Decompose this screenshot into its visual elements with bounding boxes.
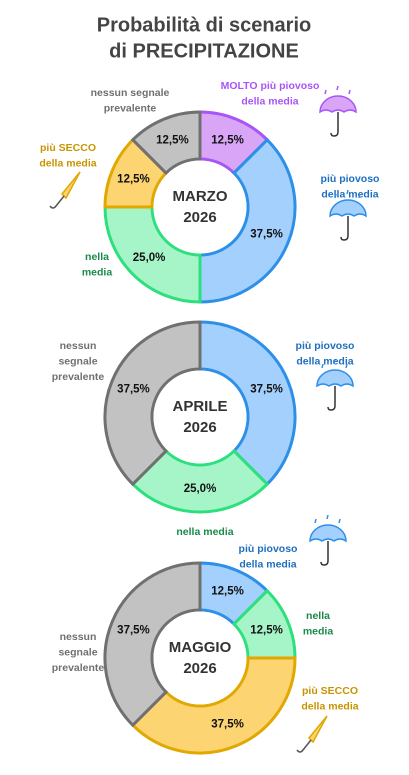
category-label: prevalente — [52, 371, 105, 383]
center-label: 2026 — [183, 209, 216, 226]
rain-drop — [338, 518, 341, 524]
umbrella-icon — [49, 195, 65, 209]
category-label: prevalente — [52, 662, 105, 674]
donut-slice — [130, 656, 297, 755]
umbrella-icon — [340, 216, 349, 241]
rain-drop — [346, 189, 349, 195]
umbrella-icon — [320, 541, 329, 566]
category-label: prevalente — [104, 102, 157, 114]
rain-drop — [333, 359, 336, 365]
value-label: 25,0% — [184, 483, 217, 495]
category-label: nessun — [60, 631, 97, 643]
rain-drop — [336, 85, 339, 91]
umbrella-icon — [319, 95, 357, 114]
center-label: MARZO — [173, 188, 228, 205]
rain-drop — [324, 89, 327, 95]
category-label: nella — [85, 251, 109, 263]
umbrella-icon — [327, 386, 336, 411]
value-label: 12,5% — [211, 135, 244, 147]
value-label: 37,5% — [250, 383, 283, 395]
center-label: 2026 — [183, 419, 216, 436]
category-label: della media — [301, 700, 358, 712]
donut-slice — [130, 110, 202, 176]
rain-drop — [326, 514, 329, 520]
annotation: nella media — [176, 526, 233, 538]
rain-drop — [314, 518, 317, 524]
category-label: più piovoso — [296, 340, 355, 352]
donut-slice — [103, 205, 202, 304]
value-label: 12,5% — [117, 173, 150, 185]
category-label: più SECCO — [40, 142, 96, 154]
value-label: 37,5% — [211, 719, 244, 731]
center-label: APRILE — [172, 398, 227, 415]
category-label: della media — [239, 558, 296, 570]
category-label: segnale — [58, 646, 97, 658]
category-label: più piovoso — [321, 173, 380, 185]
value-label: 25,0% — [133, 252, 166, 264]
rain-drop — [334, 193, 337, 199]
value-label: 12,5% — [250, 624, 283, 636]
donut-slice — [103, 561, 202, 728]
title-line: Probabilità di scenario — [97, 14, 312, 36]
rain-drop — [348, 89, 351, 95]
category-label: nessun segnale — [91, 87, 170, 99]
category-label: nella — [306, 610, 330, 622]
umbrella-icon — [329, 199, 367, 218]
umbrella-icon — [307, 715, 328, 744]
donut-hole — [153, 160, 247, 254]
category-label: della media — [39, 157, 96, 169]
umbrella-icon — [316, 369, 354, 388]
umbrella-icon — [60, 171, 81, 200]
category-label: media — [82, 266, 113, 278]
category-label: nessun — [60, 340, 97, 352]
category-label: della media — [321, 188, 378, 200]
donut-hole — [153, 611, 247, 705]
umbrella-icon — [309, 524, 347, 543]
value-label: 37,5% — [250, 229, 283, 241]
value-label: 12,5% — [156, 135, 189, 147]
rain-drop — [358, 193, 361, 199]
donut-slice — [103, 320, 202, 487]
donut-slice — [130, 448, 270, 514]
rain-drop — [321, 363, 324, 369]
umbrella-icon — [296, 739, 312, 753]
center-label: 2026 — [183, 660, 216, 677]
category-label: segnale — [58, 355, 97, 367]
category-label: più piovoso — [239, 543, 298, 555]
value-label: 12,5% — [211, 586, 244, 598]
donut-slice — [198, 320, 297, 487]
value-label: 37,5% — [117, 383, 150, 395]
category-label: MOLTO più piovoso — [221, 80, 320, 92]
donut-hole — [153, 370, 247, 464]
category-label: più SECCO — [302, 685, 358, 697]
value-label: 37,5% — [117, 624, 150, 636]
category-label: media — [303, 625, 334, 637]
rain-drop — [345, 363, 348, 369]
umbrella-icon — [330, 112, 339, 137]
category-label: della media — [296, 355, 353, 367]
donut-slice — [198, 137, 297, 304]
title-line: di PRECIPITAZIONE — [109, 40, 299, 62]
category-label: della media — [241, 95, 298, 107]
center-label: MAGGIO — [169, 639, 232, 656]
